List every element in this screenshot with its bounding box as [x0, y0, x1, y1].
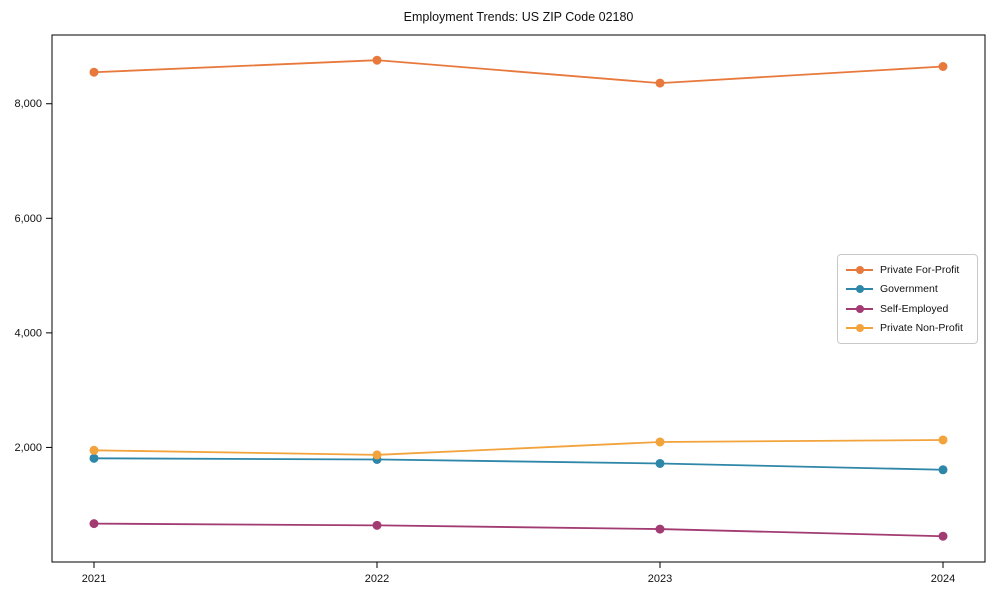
data-point: [938, 435, 948, 445]
data-point: [89, 445, 99, 455]
legend-swatch-line: [846, 285, 873, 294]
data-point: [938, 531, 948, 541]
data-point: [655, 78, 665, 88]
legend-swatch-line: [846, 324, 873, 333]
data-point: [938, 465, 948, 475]
series-line-private-for-profit: [93, 59, 944, 85]
data-point: [372, 450, 382, 460]
legend-swatch-dot: [855, 324, 864, 333]
y-tick-label: 8,000: [14, 98, 42, 110]
y-tick-label: 4,000: [14, 327, 42, 339]
legend-label: Private Non-Profit: [880, 322, 963, 335]
series-line-self-employed: [93, 522, 944, 538]
chart-title: Employment Trends: US ZIP Code 02180: [403, 10, 634, 24]
legend-item: Government: [846, 283, 969, 295]
legend: Private For-Profit Government Self-Employe…: [837, 254, 978, 344]
data-point: [938, 62, 948, 72]
series-line-private-non-profit: [93, 439, 944, 456]
series-line-government: [93, 457, 944, 471]
y-tick-label: 6,000: [14, 213, 42, 225]
x-tick-label: 2024: [931, 573, 955, 585]
data-point: [89, 67, 99, 77]
data-point: [655, 437, 665, 447]
x-tick-label: 2023: [648, 573, 672, 585]
legend-label: Self-Employed: [880, 302, 949, 315]
legend-label: Government: [880, 283, 938, 296]
data-point: [89, 519, 99, 529]
legend-swatch-line: [846, 265, 873, 274]
y-tick-label: 2,000: [14, 442, 42, 454]
legend-swatch-dot: [855, 265, 864, 274]
legend-item: Private Non-Profit: [846, 322, 969, 334]
legend-swatch-dot: [855, 304, 864, 313]
legend-item: Self-Employed: [846, 303, 969, 315]
legend-item: Private For-Profit: [846, 264, 969, 276]
data-point: [89, 453, 99, 463]
plot-box: [51, 34, 986, 563]
data-point: [655, 458, 665, 468]
legend-swatch-line: [846, 304, 873, 313]
legend-label: Private For-Profit: [880, 263, 960, 276]
data-point: [655, 524, 665, 534]
x-tick-label: 2022: [365, 573, 389, 585]
data-point: [372, 55, 382, 65]
x-tick-label: 2021: [82, 573, 106, 585]
data-point: [372, 520, 382, 530]
legend-swatch-dot: [855, 285, 864, 294]
